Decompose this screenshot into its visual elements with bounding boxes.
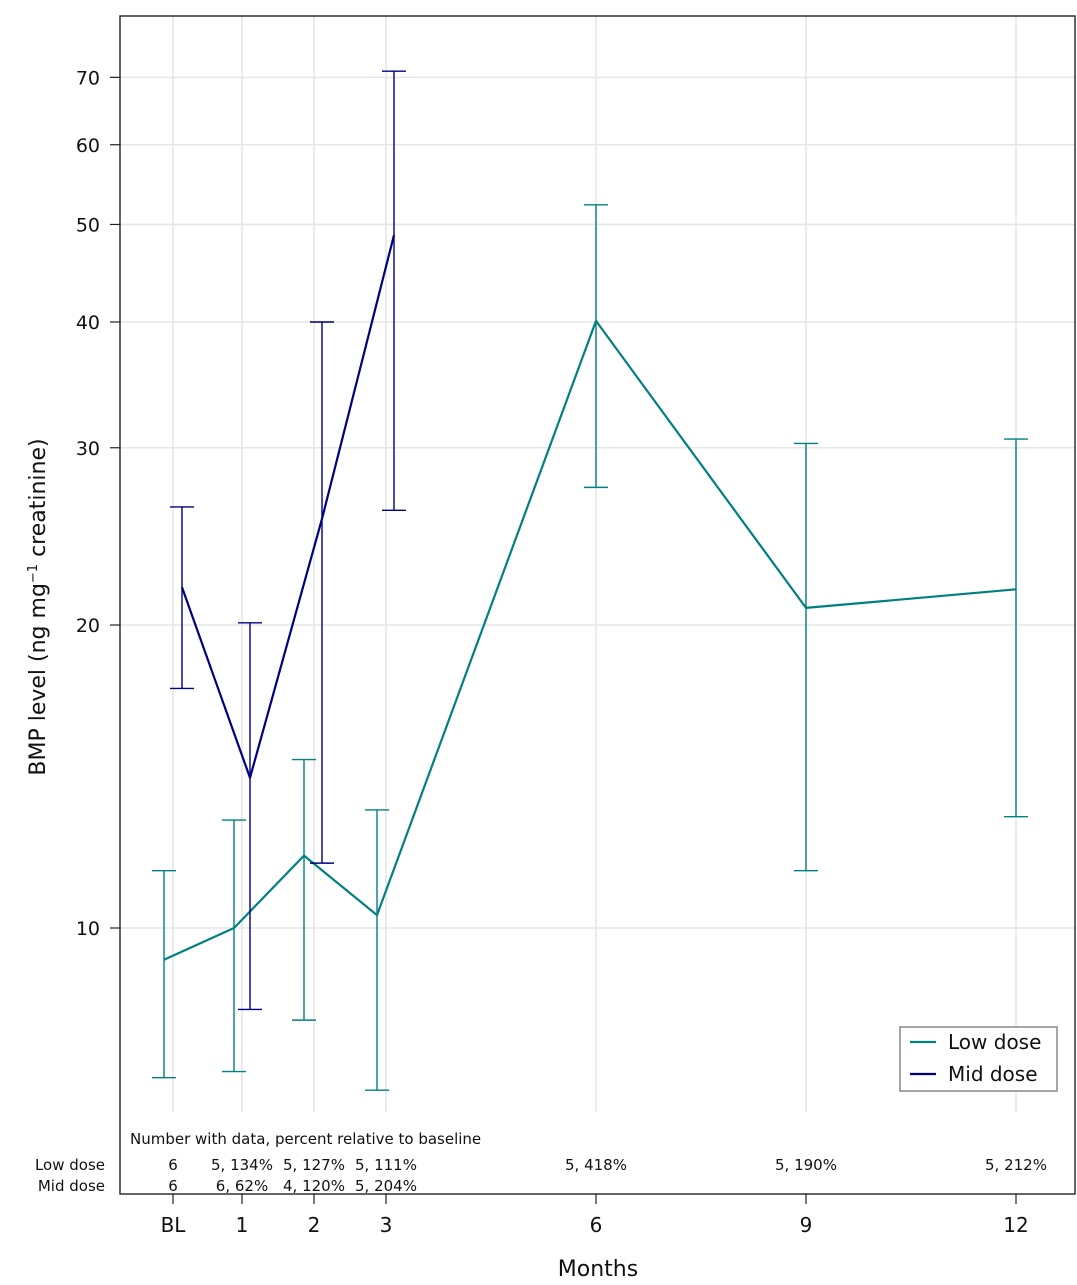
y-axis-label-sup: −1 <box>26 564 41 583</box>
table-cell: 6, 62% <box>216 1177 268 1195</box>
x-tick-label: BL <box>161 1213 187 1237</box>
series-line-low-dose <box>163 319 1017 961</box>
legend-box <box>899 1026 1058 1092</box>
y-tick-label: 30 <box>76 438 100 460</box>
table-header: Number with data, percent relative to ba… <box>130 1130 481 1148</box>
y-tick-label: 70 <box>76 67 100 89</box>
table-cell: 5, 212% <box>985 1156 1047 1174</box>
legend-label: Low dose <box>948 1030 1041 1054</box>
y-tick-label: 50 <box>76 214 100 236</box>
table-row-label: Low dose <box>35 1156 105 1174</box>
table-cell: 5, 134% <box>211 1156 273 1174</box>
y-tick-label: 60 <box>76 135 100 157</box>
data-table: Number with data, percent relative to ba… <box>35 1130 1047 1195</box>
legend-label: Mid dose <box>948 1062 1038 1086</box>
y-axis-ticks: 10 20 30 40 50 60 70 <box>76 67 120 940</box>
table-cell: 4, 120% <box>283 1177 345 1195</box>
series-layer <box>152 70 1028 1091</box>
table-cell: 5, 190% <box>775 1156 837 1174</box>
x-tick-label: 12 <box>1003 1213 1028 1237</box>
grid <box>120 16 1075 1112</box>
x-tick-label: 1 <box>236 1213 249 1237</box>
x-tick-label: 9 <box>800 1213 813 1237</box>
y-tick-label: 10 <box>76 918 100 940</box>
x-axis-ticks: BL 1 2 3 6 9 12 <box>161 1194 1029 1237</box>
x-tick-label: 6 <box>590 1213 603 1237</box>
table-cell: 5, 418% <box>565 1156 627 1174</box>
y-axis-label: BMP level (ng mg−1 creatinine) <box>26 438 51 775</box>
x-axis-label: Months <box>558 1257 638 1282</box>
table-row-label: Mid dose <box>38 1177 105 1195</box>
y-axis-label-end: creatinine) <box>26 438 51 564</box>
y-tick-label: 40 <box>76 312 100 334</box>
legend: Low dose Mid dose <box>899 1026 1058 1092</box>
table-cell: 6 <box>168 1156 178 1174</box>
table-cell: 5, 127% <box>283 1156 345 1174</box>
series-line-mid-dose <box>180 234 396 779</box>
y-axis-label-main: BMP level (ng mg <box>26 583 51 776</box>
x-tick-label: 3 <box>380 1213 393 1237</box>
y-tick-label: 20 <box>76 615 100 637</box>
table-cell: 5, 204% <box>355 1177 417 1195</box>
table-cell: 6 <box>168 1177 178 1195</box>
plot-frame <box>119 15 1076 1195</box>
x-tick-label: 2 <box>308 1213 321 1237</box>
table-cell: 5, 111% <box>355 1156 417 1174</box>
